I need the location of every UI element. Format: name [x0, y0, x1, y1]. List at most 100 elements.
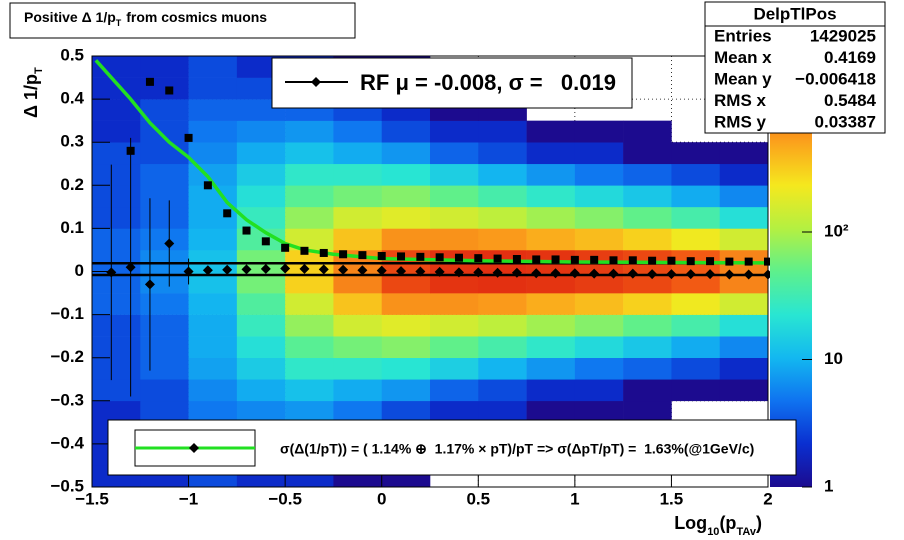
chart-title: Positive Δ 1/pT from cosmics muons	[24, 9, 267, 29]
mean-marker	[550, 268, 561, 279]
rms-marker	[300, 246, 309, 255]
heatmap-cell	[430, 206, 479, 229]
heatmap-cell	[430, 357, 479, 380]
stats-label: Entries	[714, 26, 772, 45]
heatmap-cell	[92, 336, 141, 358]
heatmap-cell	[285, 163, 334, 186]
x-title-mid: (p	[719, 513, 736, 533]
x-axis-title: Log10(pTAv)	[674, 513, 762, 538]
heatmap-cell	[478, 379, 527, 402]
heatmap-cell	[671, 228, 721, 251]
mean-marker	[608, 268, 619, 279]
mean-marker	[589, 268, 600, 279]
rms-marker	[725, 257, 734, 266]
heatmap-cell	[574, 379, 624, 402]
heatmap-cell	[333, 185, 383, 208]
rms-marker	[493, 254, 502, 263]
heatmap-cell	[236, 249, 286, 272]
rms-marker	[590, 255, 599, 264]
rms-marker	[648, 256, 657, 265]
heatmap-cell	[381, 336, 431, 358]
heatmap-cell	[719, 206, 769, 229]
heatmap-cell	[526, 314, 576, 337]
heatmap-cell	[671, 142, 721, 165]
rms-marker	[223, 209, 232, 218]
heatmap-cell	[381, 142, 431, 165]
heatmap-cell	[478, 206, 527, 229]
heatmap-cell	[478, 293, 527, 315]
heatmap-cell	[285, 271, 334, 294]
heatmap-cell	[478, 185, 527, 208]
heatmap-cell	[526, 120, 576, 143]
mean-marker	[260, 263, 271, 274]
heatmap-cell	[719, 357, 769, 380]
stats-title: DelpTlPos	[753, 4, 836, 23]
rms-marker	[744, 257, 753, 266]
heatmap-cell	[140, 379, 189, 402]
heatmap-cell	[671, 379, 721, 402]
y-tick-label: 0.5	[60, 45, 84, 64]
heatmap-cell	[333, 293, 383, 315]
heatmap-cell	[478, 357, 527, 380]
heatmap-cell	[574, 271, 624, 294]
legend-text: σ(Δ(1/pT)) = ( 1.14% ⊕ 1.17% × pT)/pT =>…	[280, 441, 754, 457]
heatmap-cell	[285, 228, 334, 251]
heatmap-cell	[92, 228, 141, 251]
overlay-layer: −1.5 −1 −0.5 0 0.5 1 1.5 2 −0.5 −0.4 −0.3 −0.2 −0.1 0…	[9, 1, 886, 538]
heatmap-cell	[188, 314, 238, 337]
heatmap-cell	[478, 163, 527, 186]
heatmap-cell	[478, 120, 527, 143]
heatmap-cell	[671, 357, 721, 380]
heatmap-cell	[526, 142, 576, 165]
rms-marker	[474, 254, 483, 263]
heatmap-cell	[285, 336, 334, 358]
rms-marker	[242, 226, 251, 235]
y-tick-label: 0.3	[60, 132, 84, 151]
heatmap-cell	[719, 379, 769, 402]
heatmap-cell	[92, 77, 141, 100]
heatmap-cell	[381, 185, 431, 208]
heatmap-cell	[526, 293, 576, 315]
heatmap-cell	[574, 120, 624, 143]
rms-marker	[628, 256, 637, 265]
stats-label: RMS y	[714, 112, 767, 131]
x-title-text: Log	[674, 513, 707, 533]
heatmap-cell	[188, 336, 238, 358]
heatmap-cell	[526, 336, 576, 358]
title-text: Positive Δ 1/p	[24, 9, 116, 25]
heatmap-cell	[526, 185, 576, 208]
heatmap-cell	[430, 185, 479, 208]
heatmap-cell	[430, 379, 479, 402]
heatmap-cell	[333, 271, 383, 294]
heatmap-cell	[574, 400, 624, 423]
heatmap-cell	[92, 99, 141, 121]
rms-marker	[532, 255, 541, 264]
heatmap-cell	[285, 379, 334, 402]
heatmap-cell	[381, 379, 431, 402]
heatmap-cell	[430, 163, 479, 186]
x-tick-label: −0.5	[268, 489, 302, 508]
title-box	[9, 2, 356, 39]
heatmap-cell	[623, 120, 672, 143]
heatmap-cell	[526, 400, 576, 423]
stats-label: Mean y	[714, 69, 772, 88]
y-axis-title: Δ 1/pT	[21, 67, 45, 118]
mean-marker	[396, 266, 407, 277]
x-title-sub2: TAv	[736, 526, 756, 538]
mean-marker	[627, 268, 638, 279]
heatmap-cell	[381, 163, 431, 186]
heatmap-cell	[188, 99, 238, 121]
y-tick-label: −0.1	[50, 304, 84, 323]
rms-marker	[512, 255, 521, 264]
heatmap-cell	[333, 314, 383, 337]
heatmap-cell	[285, 206, 334, 229]
rms-marker	[184, 133, 193, 142]
heatmap-cell	[623, 336, 672, 358]
x-tick-label: 2	[763, 489, 772, 508]
heatmap-cell	[719, 336, 769, 358]
heatmap-cell	[285, 293, 334, 315]
heatmap-cell	[430, 293, 479, 315]
heatmap-cell	[381, 314, 431, 337]
